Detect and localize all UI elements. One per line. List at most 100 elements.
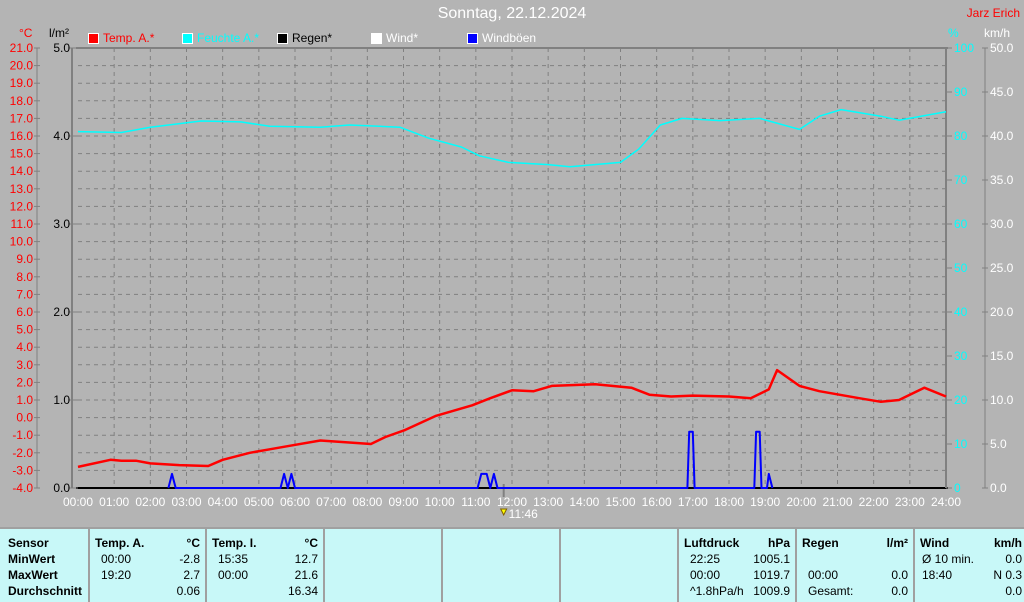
rain-header: Regen <box>802 536 839 550</box>
wind-value: 0.0 <box>1005 552 1022 566</box>
rain-time: Gesamt: <box>808 584 853 598</box>
rain-tick-label: 1.0 <box>53 393 70 407</box>
temp-tick-label: 2.0 <box>16 375 33 389</box>
pressure-value: 1019.7 <box>753 568 790 582</box>
wind-value: 0.0 <box>1005 584 1022 598</box>
pressure-time: ^1.8hPa/h <box>690 584 744 598</box>
temp-tick-label: 12.0 <box>10 199 34 213</box>
x-tick-label: 01:00 <box>99 495 129 509</box>
temp-tick-label: 19.0 <box>10 76 34 90</box>
rain-value: 0.0 <box>891 584 908 598</box>
x-tick-label: 02:00 <box>135 495 165 509</box>
humidity-tick-label: 60 <box>954 217 968 231</box>
time-marker-label: 11:46 <box>509 507 538 521</box>
temp_i-value: 21.6 <box>295 568 318 582</box>
wind-tick-label: 35.0 <box>990 173 1014 187</box>
humidity-tick-label: 90 <box>954 85 968 99</box>
wind-value: N 0.3 <box>993 568 1022 582</box>
rain-unit: l/m² <box>887 536 908 550</box>
wind-unit: km/h <box>994 536 1022 550</box>
temp_i-header: Temp. I. <box>212 536 256 550</box>
x-tick-label: 22:00 <box>859 495 889 509</box>
rain-value: 0.0 <box>891 568 908 582</box>
humidity-tick-label: 50 <box>954 261 968 275</box>
wind-header: Wind <box>920 536 949 550</box>
x-tick-label: 07:00 <box>316 495 346 509</box>
temp_i-time: 15:35 <box>218 552 248 566</box>
x-tick-label: 08:00 <box>352 495 382 509</box>
x-tick-label: 03:00 <box>171 495 201 509</box>
row-label-min: MinWert <box>8 552 55 566</box>
temp-tick-label: 13.0 <box>10 182 34 196</box>
rain-time: 00:00 <box>808 568 838 582</box>
temp_i-value: 12.7 <box>295 552 318 566</box>
x-tick-label: 09:00 <box>388 495 418 509</box>
x-tick-label: 24:00 <box>931 495 961 509</box>
wind-tick-label: 20.0 <box>990 305 1014 319</box>
temp-tick-label: 5.0 <box>16 323 33 337</box>
humidity-tick-label: 80 <box>954 129 968 143</box>
rain-tick-label: 4.0 <box>53 129 70 143</box>
x-tick-label: 06:00 <box>280 495 310 509</box>
x-tick-label: 15:00 <box>605 495 635 509</box>
wind-tick-label: 45.0 <box>990 85 1014 99</box>
wind-tick-label: 0.0 <box>990 481 1007 495</box>
temp-tick-label: -1.0 <box>12 428 33 442</box>
x-tick-label: 10:00 <box>425 495 455 509</box>
temp-tick-label: 1.0 <box>16 393 33 407</box>
temp_a-time: 19:20 <box>101 568 131 582</box>
humidity-tick-label: 30 <box>954 349 968 363</box>
rain-tick-label: 3.0 <box>53 217 70 231</box>
temp_a-value: 0.06 <box>177 584 200 598</box>
temp_i-unit: °C <box>305 536 318 550</box>
temp_a-value: -2.8 <box>179 552 200 566</box>
weather-chart: 21.020.019.018.017.016.015.014.013.012.0… <box>0 0 1024 525</box>
temp-tick-label: 11.0 <box>11 217 34 231</box>
temp-tick-label: -2.0 <box>12 446 33 460</box>
temp-tick-label: 6.0 <box>16 305 33 319</box>
temp-tick-label: 0.0 <box>16 411 33 425</box>
x-tick-label: 18:00 <box>714 495 744 509</box>
pressure-header: Luftdruck <box>684 536 739 550</box>
wind-tick-label: 5.0 <box>990 437 1007 451</box>
temp-tick-label: -4.0 <box>12 481 33 495</box>
temp-tick-label: 16.0 <box>10 129 34 143</box>
pressure-time: 00:00 <box>690 568 720 582</box>
temp-tick-label: 7.0 <box>16 287 33 301</box>
row-label-max: MaxWert <box>8 568 58 582</box>
humidity-tick-label: 70 <box>954 173 968 187</box>
wind-time: 18:40 <box>922 568 952 582</box>
humidity-tick-label: 0 <box>954 481 961 495</box>
temp-tick-label: 15.0 <box>10 147 34 161</box>
temp-tick-label: 21.0 <box>10 41 34 55</box>
temp-tick-label: -3.0 <box>12 463 33 477</box>
x-tick-label: 14:00 <box>569 495 599 509</box>
wind-time: Ø 10 min. <box>922 552 974 566</box>
x-tick-label: 20:00 <box>786 495 816 509</box>
pressure-value: 1005.1 <box>753 552 790 566</box>
temp-tick-label: 17.0 <box>10 111 34 125</box>
temp-tick-label: 10.0 <box>10 235 34 249</box>
temp_a-time: 00:00 <box>101 552 131 566</box>
x-tick-label: 21:00 <box>822 495 852 509</box>
temp_a-header: Temp. A. <box>95 536 144 550</box>
x-tick-label: 23:00 <box>895 495 925 509</box>
humidity-tick-label: 20 <box>954 393 968 407</box>
humidity-tick-label: 10 <box>954 437 968 451</box>
wind-tick-label: 25.0 <box>990 261 1014 275</box>
wind-tick-label: 10.0 <box>990 393 1014 407</box>
x-tick-label: 11:00 <box>461 495 490 509</box>
humidity-tick-label: 40 <box>954 305 968 319</box>
temp_a-value: 2.7 <box>183 568 200 582</box>
pressure-value: 1009.9 <box>753 584 790 598</box>
x-tick-label: 16:00 <box>642 495 672 509</box>
temp-tick-label: 3.0 <box>16 358 33 372</box>
rain-tick-label: 2.0 <box>53 305 70 319</box>
stats-table: Sensor MinWert MaxWert Durchschnitt Temp… <box>0 527 1024 602</box>
x-tick-label: 04:00 <box>208 495 238 509</box>
temp-tick-label: 14.0 <box>10 164 34 178</box>
pressure-time: 22:25 <box>690 552 720 566</box>
x-tick-label: 19:00 <box>750 495 780 509</box>
temp-tick-label: 9.0 <box>16 252 33 266</box>
temp_i-time: 00:00 <box>218 568 248 582</box>
